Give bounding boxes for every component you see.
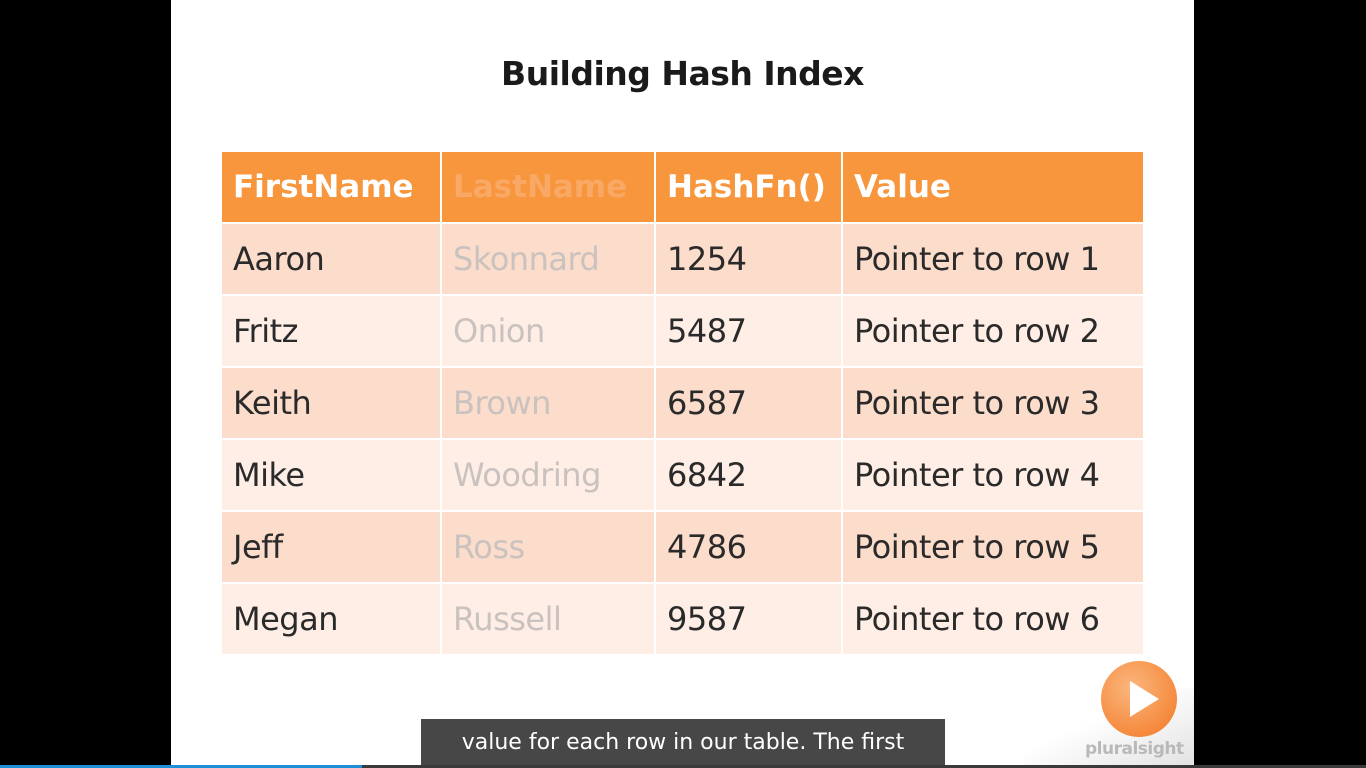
- brand-logo-text: pluralsight: [1085, 739, 1184, 759]
- cell-value: Pointer to row 1: [843, 222, 1143, 294]
- subtitle-caption: value for each row in our table. The fir…: [421, 719, 945, 767]
- cell-value: Pointer to row 4: [843, 438, 1143, 510]
- cell-hash: 5487: [656, 294, 843, 366]
- cell-value: Pointer to row 3: [843, 366, 1143, 438]
- cell-firstname: Megan: [222, 582, 442, 654]
- slide-title: Building Hash Index: [501, 54, 864, 93]
- hash-index-table: FirstName LastName HashFn() Value Aaron …: [222, 152, 1143, 654]
- cell-lastname: Onion: [442, 294, 656, 366]
- header-firstname: FirstName: [222, 152, 442, 222]
- cell-value: Pointer to row 2: [843, 294, 1143, 366]
- cell-lastname: Brown: [442, 366, 656, 438]
- header-lastname: LastName: [442, 152, 656, 222]
- cell-firstname: Keith: [222, 366, 442, 438]
- table-row: Fritz Onion 5487 Pointer to row 2: [222, 294, 1143, 366]
- table-row: Keith Brown 6587 Pointer to row 3: [222, 366, 1143, 438]
- slide: Building Hash Index FirstName LastName H…: [171, 0, 1194, 768]
- cell-firstname: Mike: [222, 438, 442, 510]
- table-row: Aaron Skonnard 1254 Pointer to row 1: [222, 222, 1143, 294]
- table-row: Jeff Ross 4786 Pointer to row 5: [222, 510, 1143, 582]
- play-icon: [1101, 661, 1177, 737]
- cell-hash: 6842: [656, 438, 843, 510]
- cell-lastname: Woodring: [442, 438, 656, 510]
- cell-lastname: Skonnard: [442, 222, 656, 294]
- cell-lastname: Ross: [442, 510, 656, 582]
- cell-firstname: Fritz: [222, 294, 442, 366]
- cell-hash: 9587: [656, 582, 843, 654]
- cell-lastname: Russell: [442, 582, 656, 654]
- cell-firstname: Aaron: [222, 222, 442, 294]
- table-row: Megan Russell 9587 Pointer to row 6: [222, 582, 1143, 654]
- table-row: Mike Woodring 6842 Pointer to row 4: [222, 438, 1143, 510]
- cell-hash: 4786: [656, 510, 843, 582]
- cell-hash: 6587: [656, 366, 843, 438]
- header-value: Value: [843, 152, 1143, 222]
- cell-value: Pointer to row 6: [843, 582, 1143, 654]
- cell-value: Pointer to row 5: [843, 510, 1143, 582]
- progress-bar[interactable]: [0, 765, 1366, 768]
- table-header-row: FirstName LastName HashFn() Value: [222, 152, 1143, 222]
- header-hashfn: HashFn(): [656, 152, 843, 222]
- progress-bar-fill: [0, 765, 362, 768]
- cell-hash: 1254: [656, 222, 843, 294]
- cell-firstname: Jeff: [222, 510, 442, 582]
